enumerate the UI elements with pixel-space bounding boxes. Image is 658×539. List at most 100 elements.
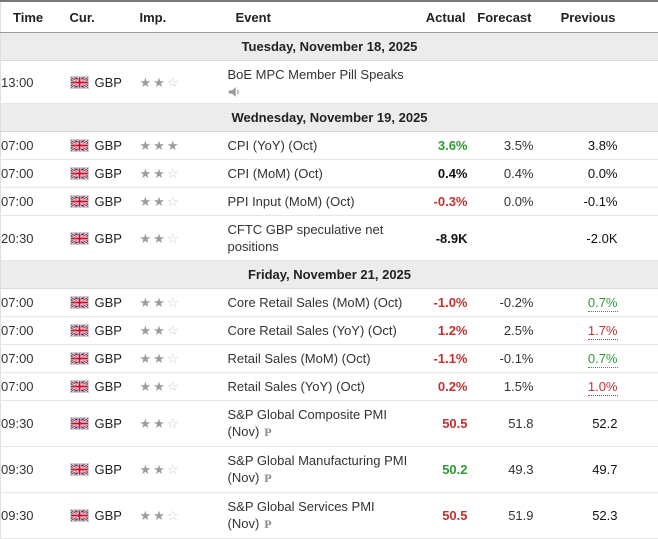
- importance-stars: ★★☆: [140, 289, 228, 317]
- currency-code: GBP: [95, 462, 122, 477]
- actual-value: -8.9K: [421, 216, 468, 261]
- star-filled-icon: ★: [153, 508, 167, 523]
- uk-flag-icon: [70, 296, 89, 309]
- preliminary-icon: P: [264, 471, 271, 485]
- star-empty-icon: ☆: [167, 508, 181, 523]
- event-cell: CPI (YoY) (Oct): [228, 132, 421, 160]
- event-cell: Core Retail Sales (YoY) (Oct): [228, 317, 421, 345]
- previous-value-text: -0.1%: [584, 194, 618, 209]
- previous-value-text: 3.8%: [588, 138, 618, 153]
- previous-value-text: 0.0%: [588, 166, 618, 181]
- currency-code: GBP: [95, 416, 122, 431]
- star-filled-icon: ★: [140, 508, 154, 523]
- date-label: Tuesday, November 18, 2025: [1, 33, 658, 61]
- column-header-event: Event: [228, 1, 421, 33]
- column-header-spacer: [618, 1, 658, 33]
- star-filled-icon: ★: [153, 75, 167, 90]
- preliminary-icon: P: [264, 517, 271, 531]
- previous-value: 52.2: [534, 401, 618, 447]
- star-filled-icon: ★: [140, 75, 154, 90]
- currency-code: GBP: [95, 166, 122, 181]
- event-time: 07:00: [1, 132, 70, 160]
- forecast-value: 0.4%: [468, 160, 534, 188]
- row-spacer: [618, 132, 658, 160]
- event-cell: CPI (MoM) (Oct): [228, 160, 421, 188]
- event-time: 09:30: [1, 401, 70, 447]
- event-link[interactable]: CPI (MoM) (Oct): [228, 166, 323, 181]
- star-empty-icon: ☆: [167, 416, 181, 431]
- event-link[interactable]: CFTC GBP speculative net positions: [228, 222, 384, 254]
- forecast-value: 51.8: [468, 401, 534, 447]
- row-spacer: [618, 216, 658, 261]
- event-time: 20:30: [1, 216, 70, 261]
- star-filled-icon: ★: [153, 231, 167, 246]
- previous-value: 52.3: [534, 493, 618, 539]
- star-filled-icon: ★: [140, 231, 154, 246]
- previous-value-revised: 0.7%: [588, 351, 618, 368]
- row-spacer: [618, 61, 658, 104]
- date-section-header: Tuesday, November 18, 2025: [1, 33, 658, 61]
- row-spacer: [618, 447, 658, 493]
- event-cell: Retail Sales (MoM) (Oct): [228, 345, 421, 373]
- event-cell: PPI Input (MoM) (Oct): [228, 188, 421, 216]
- star-filled-icon: ★: [153, 379, 167, 394]
- column-header-previous: Previous: [534, 1, 618, 33]
- event-time: 07:00: [1, 317, 70, 345]
- event-time: 09:30: [1, 447, 70, 493]
- forecast-value: -0.1%: [468, 345, 534, 373]
- star-empty-icon: ☆: [167, 231, 181, 246]
- event-time: 07:00: [1, 373, 70, 401]
- event-time: 13:00: [1, 61, 70, 104]
- actual-value: 1.2%: [421, 317, 468, 345]
- event-currency: GBP: [70, 132, 140, 160]
- uk-flag-icon: [70, 139, 89, 152]
- star-filled-icon: ★: [140, 194, 154, 209]
- forecast-value: -0.2%: [468, 289, 534, 317]
- event-link[interactable]: Retail Sales (YoY) (Oct): [228, 379, 366, 394]
- event-time: 07:00: [1, 289, 70, 317]
- actual-value: -1.0%: [421, 289, 468, 317]
- row-spacer: [618, 188, 658, 216]
- forecast-value: 1.5%: [468, 373, 534, 401]
- forecast-value: 0.0%: [468, 188, 534, 216]
- event-link[interactable]: S&P Global Services PMI (Nov): [228, 499, 375, 531]
- row-spacer: [618, 160, 658, 188]
- event-link[interactable]: PPI Input (MoM) (Oct): [228, 194, 355, 209]
- row-spacer: [618, 401, 658, 447]
- previous-value-text: -2.0K: [586, 231, 617, 246]
- column-header-forecast: Forecast: [468, 1, 534, 33]
- star-empty-icon: ☆: [167, 194, 181, 209]
- event-link[interactable]: BoE MPC Member Pill Speaks: [228, 67, 404, 82]
- forecast-value: 3.5%: [468, 132, 534, 160]
- star-filled-icon: ★: [153, 416, 167, 431]
- event-cell: S&P Global Services PMI (Nov)P: [228, 493, 421, 539]
- column-header-currency: Cur.: [70, 1, 140, 33]
- star-filled-icon: ★: [140, 138, 154, 153]
- star-filled-icon: ★: [140, 351, 154, 366]
- actual-value: -0.3%: [421, 188, 468, 216]
- event-link[interactable]: S&P Global Manufacturing PMI (Nov): [228, 453, 408, 485]
- event-link[interactable]: S&P Global Composite PMI (Nov): [228, 407, 387, 439]
- event-link[interactable]: Core Retail Sales (MoM) (Oct): [228, 295, 403, 310]
- star-filled-icon: ★: [140, 462, 154, 477]
- currency-code: GBP: [95, 75, 122, 90]
- event-link[interactable]: CPI (YoY) (Oct): [228, 138, 318, 153]
- actual-value: 0.2%: [421, 373, 468, 401]
- currency-code: GBP: [95, 379, 122, 394]
- star-filled-icon: ★: [153, 166, 167, 181]
- star-empty-icon: ☆: [167, 166, 181, 181]
- event-currency: GBP: [70, 493, 140, 539]
- event-link[interactable]: Retail Sales (MoM) (Oct): [228, 351, 371, 366]
- event-link[interactable]: Core Retail Sales (YoY) (Oct): [228, 323, 397, 338]
- event-currency: GBP: [70, 160, 140, 188]
- star-filled-icon: ★: [153, 194, 167, 209]
- event-time: 07:00: [1, 160, 70, 188]
- row-spacer: [618, 317, 658, 345]
- uk-flag-icon: [70, 352, 89, 365]
- event-cell: Retail Sales (YoY) (Oct): [228, 373, 421, 401]
- currency-code: GBP: [95, 351, 122, 366]
